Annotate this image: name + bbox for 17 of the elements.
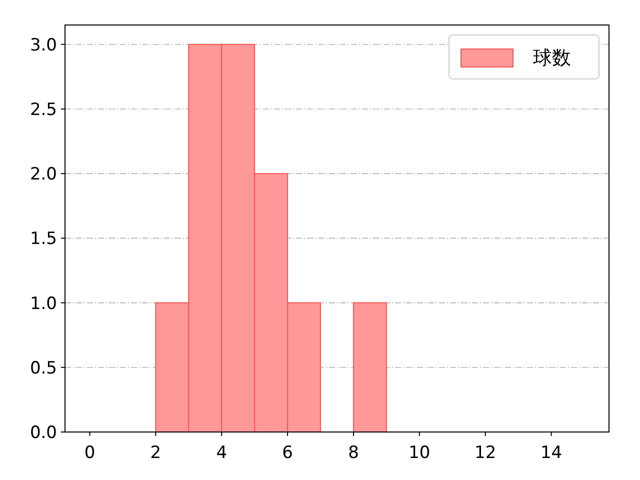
x-tick-label: 2 bbox=[150, 443, 162, 463]
x-tick-label: 14 bbox=[540, 443, 562, 463]
legend: 球数 bbox=[448, 34, 600, 80]
y-tick-label: 1.5 bbox=[30, 229, 57, 250]
y-tick-label: 2.5 bbox=[30, 100, 57, 120]
x-tick-label: 6 bbox=[282, 443, 293, 463]
y-tick-label: 0.0 bbox=[30, 423, 57, 443]
y-tick-label: 0.5 bbox=[30, 358, 57, 378]
y-tick-label: 2.0 bbox=[30, 164, 57, 185]
x-tick-label: 12 bbox=[474, 443, 496, 463]
x-tick-label: 8 bbox=[348, 443, 359, 463]
y-tick-label: 1.0 bbox=[30, 294, 57, 314]
legend-label: 球数 bbox=[533, 47, 571, 69]
x-tick-label: 4 bbox=[216, 443, 228, 463]
x-tick-label: 0 bbox=[84, 443, 96, 463]
y-tick-label: 3.0 bbox=[30, 35, 57, 56]
x-tick-label: 10 bbox=[408, 443, 430, 463]
